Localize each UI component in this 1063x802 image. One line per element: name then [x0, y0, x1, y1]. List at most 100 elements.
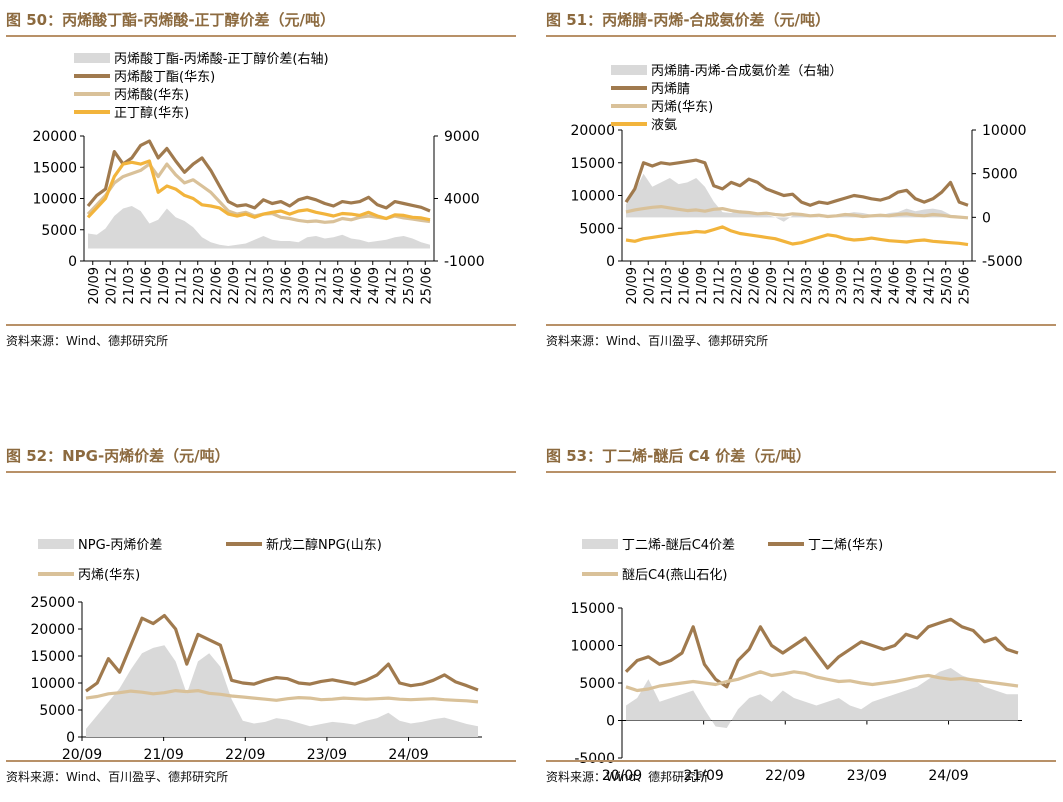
legend-label: 丙烯(华东): [78, 568, 140, 583]
series-line-1: [624, 617, 1019, 689]
title-rule: [6, 35, 516, 37]
x-tick-label: 24/09: [905, 267, 920, 304]
legend-label: 丙烯腈-丙烯-合成氨价差（右轴）: [651, 64, 842, 79]
y-tick-label-left: 20000: [570, 123, 615, 139]
title-rule: [546, 471, 1056, 473]
chart-plot: 0 5000 10000 15000 20000 25000 20/09 21/09 22/09…: [30, 537, 482, 763]
source-rule: [6, 324, 516, 326]
legend-swatch: [74, 53, 110, 63]
series-area-0: [88, 206, 430, 249]
y-tick-label-left: 10000: [32, 192, 77, 208]
x-tick-label: 23/09: [847, 768, 887, 784]
chart-title: 图 52：NPG-丙烯价差（元/吨）: [6, 447, 230, 465]
y-tick-label-left: 5000: [579, 676, 615, 692]
y-tick-label-left: 25000: [30, 595, 75, 611]
x-tick-label: 21/12: [174, 267, 189, 304]
legend-label: 正丁醇(华东): [114, 105, 189, 121]
x-tick-label: 20/12: [104, 267, 119, 304]
x-tick-label: 22/12: [782, 267, 797, 304]
x-tick-label: 24/12: [922, 267, 937, 304]
chart-source: 资料来源：Wind、德邦研究所: [6, 334, 169, 348]
x-tick-label: 23/09: [835, 267, 850, 304]
x-tick-label: 24/03: [870, 267, 885, 304]
series-line-3: [625, 225, 969, 247]
source-rule: [6, 760, 516, 762]
x-tick-label: 23/03: [262, 267, 277, 304]
series-area-0: [86, 645, 478, 737]
legend-label: 丁二烯-醚后C4价差: [622, 538, 735, 553]
chart-source: 资料来源：Wind、百川盈孚、德邦研究所: [6, 770, 229, 784]
legend-swatch: [38, 539, 74, 549]
x-tick-label: 24/03: [332, 267, 347, 304]
x-tick-label: 22/03: [192, 267, 207, 304]
y-tick-label-left: 10000: [570, 189, 615, 205]
x-tick-label: 22/09: [227, 267, 242, 304]
y-tick-label-right: 9000: [444, 129, 480, 145]
y-tick-label-left: 15000: [570, 156, 615, 172]
legend-label: 丙烯腈: [651, 82, 690, 97]
legend-label: 新戊二醇NPG(山东): [266, 537, 382, 553]
chart-title: 图 51：丙烯腈-丙烯-合成氨价差（元/吨）: [546, 11, 831, 29]
chart-panel-53: 图 53：丁二烯-醚后 C4 价差（元/吨） -5000 0 5000 10000 15…: [546, 442, 1056, 796]
legend-label: 丙烯酸(华东): [114, 88, 189, 103]
y-tick-label-left: 0: [606, 254, 615, 270]
y-tick-label-left: -5000: [574, 751, 615, 767]
legend-label: NPG-丙烯价差: [78, 538, 162, 553]
series-line-2: [625, 205, 969, 220]
x-tick-label: 21/09: [695, 267, 710, 304]
y-tick-label-left: 5000: [41, 223, 77, 239]
chart-plot: 0 5000 10000 15000 20000 -5000 0 5000 10000 20/09…: [570, 64, 1027, 304]
chart-source: 资料来源：Wind、德邦研究所: [546, 770, 709, 784]
x-tick-label: 21/12: [712, 267, 727, 304]
title-rule: [6, 471, 516, 473]
x-tick-label: 23/12: [314, 267, 329, 304]
legend-label: 液氨: [651, 118, 677, 133]
x-tick-label: 21/06: [677, 267, 692, 304]
x-tick-label: 25/03: [402, 267, 417, 304]
x-tick-label: 20/09: [87, 267, 102, 304]
y-tick-label-left: 0: [68, 254, 77, 270]
x-tick-label: 20/09: [62, 747, 102, 763]
y-tick-label-right: 0: [982, 210, 991, 226]
legend-swatch: [611, 65, 647, 75]
x-tick-label: 23/09: [297, 267, 312, 304]
x-tick-label: 20/09: [602, 768, 642, 784]
x-tick-label: 22/12: [244, 267, 259, 304]
series-line-2: [85, 689, 479, 704]
x-tick-label: 21/03: [122, 267, 137, 304]
chart-plot: 0 5000 10000 15000 20000 -1000 4000 9000 20/09 20…: [32, 51, 485, 304]
y-tick-label-left: 10000: [30, 676, 75, 692]
x-tick-label: 25/06: [957, 267, 972, 304]
x-tick-label: 21/09: [157, 267, 172, 304]
legend-label: 丙烯酸丁酯(华东): [114, 70, 215, 85]
series-line-1: [85, 613, 479, 693]
source-rule: [546, 324, 1056, 326]
x-tick-label: 21/03: [660, 267, 675, 304]
x-tick-label: 23/09: [307, 747, 347, 763]
x-tick-label: 22/09: [225, 747, 265, 763]
chart-panel-52: 图 52：NPG-丙烯价差（元/吨） 0 5000 10000 15000 20000 2…: [6, 442, 516, 796]
series-line-1: [624, 158, 969, 207]
y-tick-label-left: 10000: [570, 639, 615, 655]
x-tick-label: 23/03: [800, 267, 815, 304]
y-tick-label-right: -5000: [982, 254, 1023, 270]
legend-label: 丙烯(华东): [651, 100, 713, 115]
legend-label: 丁二烯(华东): [808, 538, 883, 553]
series-line-1: [86, 139, 431, 213]
y-tick-label-left: 0: [606, 714, 615, 730]
x-tick-label: 22/06: [209, 267, 224, 304]
chart-source: 资料来源：Wind、百川盈孚、德邦研究所: [546, 334, 769, 348]
y-tick-label-left: 5000: [579, 221, 615, 237]
y-tick-label-right: -1000: [444, 254, 485, 270]
y-tick-label-left: 15000: [30, 649, 75, 665]
y-tick-label-right: 5000: [982, 167, 1018, 183]
title-rule: [546, 35, 1056, 37]
series-line-3: [86, 159, 431, 222]
x-tick-label: 24/09: [367, 267, 382, 304]
x-tick-label: 22/06: [747, 267, 762, 304]
x-tick-label: 24/09: [928, 768, 968, 784]
chart-plot: -5000 0 5000 10000 15000 20/09 21/09 22/09 23/09…: [570, 538, 1022, 784]
y-tick-label-right: 10000: [982, 123, 1027, 139]
x-tick-label: 22/03: [730, 267, 745, 304]
x-tick-label: 21/06: [139, 267, 154, 304]
